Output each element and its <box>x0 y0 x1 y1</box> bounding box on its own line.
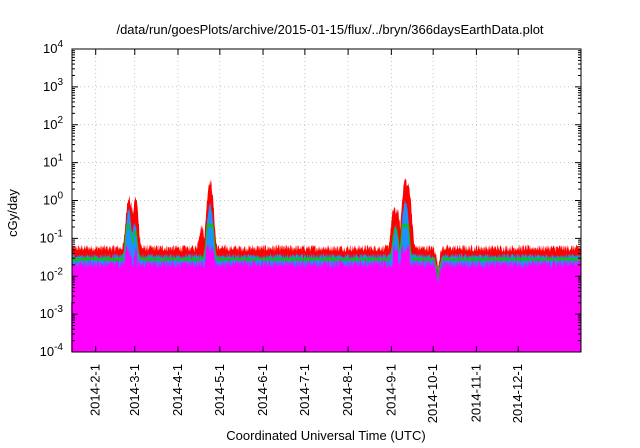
x-axis: 2014-2-1 2014-3-1 2014-4-1 2014-5-1 2014-6-1… <box>88 49 525 423</box>
x-tick-label: 2014-4-1 <box>170 364 185 416</box>
y-axis: 10-4 10-3 10-2 10-1 100 101 102 103 104 <box>40 39 581 359</box>
y-tick-label: 101 <box>43 153 63 170</box>
x-tick-label: 2014-3-1 <box>127 364 142 416</box>
y-tick-label: 10-4 <box>40 342 64 359</box>
x-tick-label: 2014-5-1 <box>212 364 227 416</box>
x-tick-label: 2014-7-1 <box>297 364 312 416</box>
x-tick-label: 2014-11-1 <box>468 364 483 422</box>
chart-title: /data/run/goesPlots/archive/2015-01-15/f… <box>116 22 543 37</box>
x-tick-label: 2014-8-1 <box>340 364 355 416</box>
y-tick-label: 100 <box>43 191 63 208</box>
y-tick-label: 10-1 <box>40 228 64 245</box>
plot-area <box>71 178 582 352</box>
series-magenta-area <box>72 243 581 352</box>
series-green-line <box>71 221 582 279</box>
x-tick-label: 2014-10-1 <box>425 364 440 423</box>
y-tick-label: 104 <box>43 39 63 56</box>
y-tick-label: 10-2 <box>40 266 64 283</box>
y-tick-label: 103 <box>43 77 63 94</box>
y-tick-label: 102 <box>43 115 63 132</box>
y-tick-label: 10-3 <box>40 304 64 321</box>
x-tick-label: 2014-12-1 <box>510 364 525 423</box>
x-axis-label: Coordinated Universal Time (UTC) <box>226 428 425 443</box>
y-axis-label: cGy/day <box>5 189 20 237</box>
x-tick-label: 2014-9-1 <box>383 364 398 416</box>
x-tick-label: 2014-6-1 <box>255 364 270 416</box>
x-tick-label: 2014-2-1 <box>88 364 103 416</box>
